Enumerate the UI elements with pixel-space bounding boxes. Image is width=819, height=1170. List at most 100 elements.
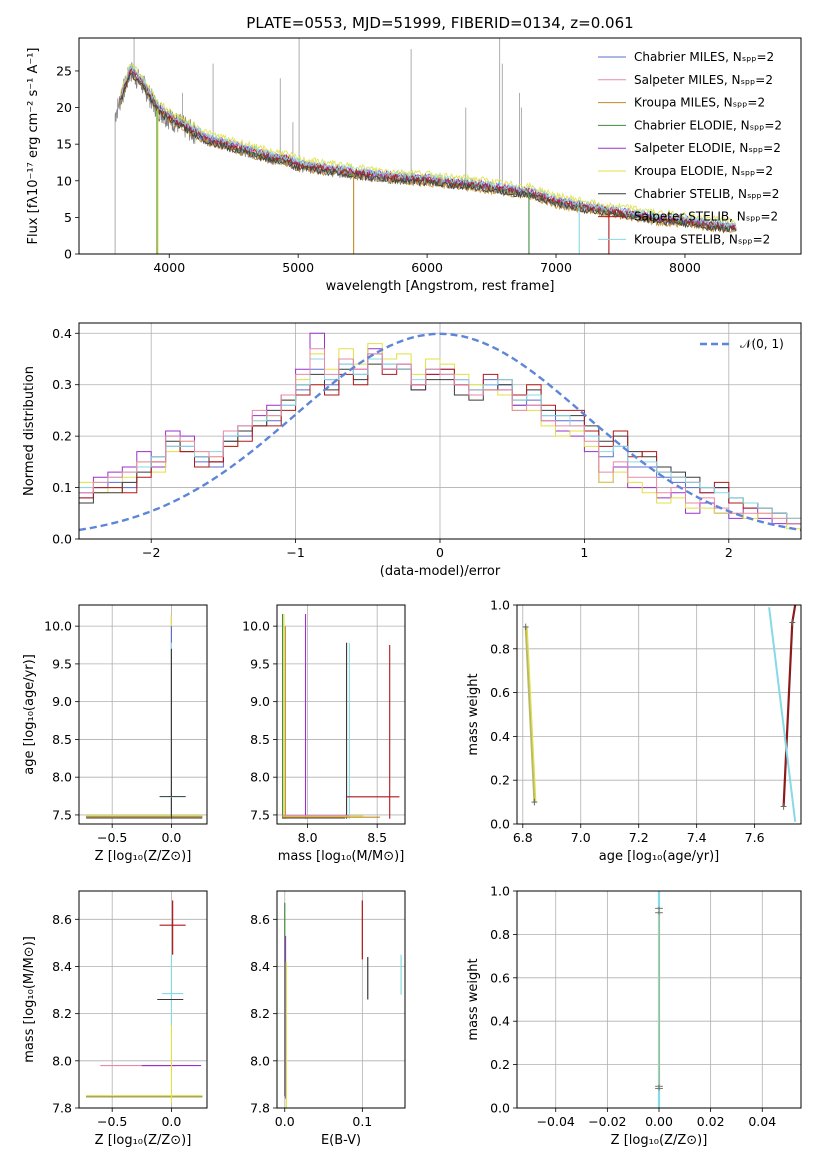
x-tick-label: 7.6 [745, 830, 765, 845]
y-tick-label: 20 [56, 100, 72, 115]
y-tick-label: 7.5 [250, 807, 270, 822]
y-tick-label: 0.2 [490, 1057, 510, 1072]
legend: Chabrier MILES, Nₛₚₚ=2 Salpeter MILES, Nₛ… [598, 50, 782, 246]
y-axis-label: mass [log₁₀(M/M⊙)] [22, 936, 37, 1063]
legend-label: Salpeter STELIB, Nₛₚₚ=2 [634, 210, 778, 224]
y-axis-label: Flux [fλ10⁻¹⁷ erg cm⁻² s⁻¹ A⁻¹] [26, 48, 41, 245]
x-tick-label: 0.1 [352, 1114, 372, 1129]
y-tick-label: 0.6 [490, 970, 510, 985]
y-tick-label: 8.0 [52, 770, 72, 785]
y-tick-label: 7.8 [250, 1101, 270, 1116]
legend-label: Kroupa ELODIE, Nₛₚₚ=2 [634, 164, 773, 178]
y-axis-label: mass weight [466, 958, 481, 1040]
panel-mass-vs-Z: −0.5 0.0 7.8 8.0 8.2 8.4 8.6 Z [log₁₀(Z/Z⊙)] mas… [22, 890, 208, 1148]
y-tick-label: 9.5 [250, 656, 270, 671]
y-axis-label: age [log₁₀(age/yr)] [22, 654, 37, 775]
x-axis-label: Z [log₁₀(Z/Z⊙)] [611, 1133, 708, 1148]
y-tick-label: 10.0 [242, 619, 270, 634]
x-axis-label: Z [log₁₀(Z/Z⊙)] [95, 1133, 192, 1148]
y-tick-label: 0.0 [490, 817, 510, 832]
model-spectrum-line [119, 64, 737, 228]
x-tick-label: −0.02 [588, 1114, 626, 1129]
axes-frame [78, 37, 802, 255]
x-tick-label: 7.2 [629, 830, 649, 845]
y-tick-label: 0.8 [490, 641, 510, 656]
legend-label: 𝒩(0, 1) [740, 337, 784, 351]
x-tick-label: 6000 [411, 260, 443, 275]
model-spectrum-line [119, 63, 737, 226]
x-axis-label: mass [log₁₀(M/M⊙)] [278, 849, 405, 864]
y-tick-label: 8.2 [52, 1006, 72, 1021]
x-tick-label: 7.0 [571, 830, 591, 845]
y-tick-label: 0.0 [52, 532, 72, 547]
y-tick-label: 0.4 [490, 1014, 510, 1029]
x-tick-label: −0.5 [97, 830, 127, 845]
y-tick-label: 8.0 [52, 1053, 72, 1068]
legend-label: Kroupa MILES, Nₛₚₚ=2 [634, 96, 765, 110]
x-tick-label: 0.0 [161, 1114, 181, 1129]
x-tick-label: 0.00 [645, 1114, 673, 1129]
x-tick-label: 1 [580, 545, 588, 560]
y-tick-label: 8.6 [250, 912, 270, 927]
y-tick-label: 10.0 [44, 619, 72, 634]
model-spectrum-line [119, 73, 737, 234]
normal-reference-curve [79, 332, 801, 532]
y-tick-label: 1.0 [490, 598, 510, 613]
plot-area [79, 332, 801, 532]
plot-area [522, 605, 797, 822]
panel-residuals: −2 −1 0 1 2 0.0 0.1 0.2 0.3 0.4 (data-model)/error… [22, 322, 802, 579]
x-tick-label: 0.02 [697, 1114, 725, 1129]
x-tick-label: 8.5 [367, 830, 387, 845]
x-tick-label: −2 [142, 545, 160, 560]
panel-age-vs-mass: 8.0 8.5 7.5 8.0 8.5 9.0 9.5 10.0 mass [log₁₀(M/M… [242, 604, 406, 864]
y-axis-label: Normed distribution [22, 366, 37, 496]
weight-line [768, 607, 797, 822]
x-tick-label: 0.0 [275, 1114, 295, 1129]
plot-area [86, 900, 203, 1104]
x-axis-label: wavelength [Angstrom, rest frame] [326, 279, 555, 294]
y-tick-label: 0.4 [52, 326, 72, 341]
y-tick-label: 9.0 [250, 694, 270, 709]
y-axis-label: mass weight [466, 673, 481, 755]
plot-area [655, 891, 663, 1108]
axes-frame [78, 890, 208, 1109]
histogram-step-line [79, 348, 801, 525]
y-tick-label: 0.4 [490, 729, 510, 744]
y-tick-label: 0.2 [490, 773, 510, 788]
plot-area [86, 614, 203, 819]
weight-line [524, 626, 536, 803]
axes-frame [516, 604, 802, 825]
y-tick-label: 8.0 [250, 1053, 270, 1068]
y-tick-label: 9.5 [52, 656, 72, 671]
y-tick-label: 8.5 [52, 732, 72, 747]
weight-line [526, 626, 537, 803]
x-tick-label: 2 [725, 545, 733, 560]
y-tick-label: 9.0 [52, 694, 72, 709]
axes-frame [276, 890, 406, 1109]
axes-frame [78, 322, 802, 540]
x-axis-label: age [log₁₀(age/yr)] [599, 849, 720, 864]
axes-frame [276, 604, 406, 825]
x-tick-label: 0.0 [161, 830, 181, 845]
x-tick-label: 0 [436, 545, 444, 560]
legend-label: Chabrier STELIB, Nₛₚₚ=2 [634, 187, 779, 201]
panel-mass-vs-ebv: 0.0 0.1 7.8 8.0 8.2 8.4 8.6 E(B-V) [250, 890, 406, 1148]
y-tick-label: 5 [64, 210, 72, 225]
y-tick-label: 10 [56, 173, 72, 188]
legend-label: Chabrier ELODIE, Nₛₚₚ=2 [634, 118, 782, 132]
y-tick-label: 7.8 [52, 1101, 72, 1116]
y-tick-label: 0.0 [490, 1101, 510, 1116]
x-tick-label: 5000 [282, 260, 314, 275]
y-tick-label: 8.5 [250, 732, 270, 747]
x-tick-label: 8.0 [298, 830, 318, 845]
plot-area [282, 614, 400, 819]
panel-weight-vs-Z: −0.04 −0.02 0.00 0.02 0.04 0.0 0.2 0.4 0.6 0.8 1.0… [466, 884, 802, 1148]
legend-label: Salpeter ELODIE, Nₛₚₚ=2 [634, 141, 781, 155]
x-tick-label: 7.4 [687, 830, 707, 845]
axes-frame [78, 604, 208, 825]
x-axis-label: Z [log₁₀(Z/Z⊙)] [95, 849, 192, 864]
y-tick-label: 0 [64, 247, 72, 262]
x-axis-label: E(B-V) [321, 1133, 361, 1148]
y-tick-label: 8.2 [250, 1006, 270, 1021]
